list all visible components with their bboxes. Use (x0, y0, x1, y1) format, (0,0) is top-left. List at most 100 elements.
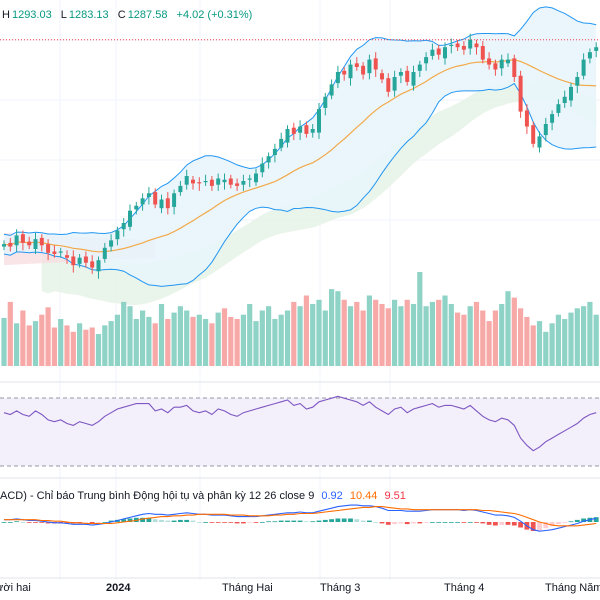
volume-bar (7, 301, 13, 366)
candle-body (159, 199, 164, 209)
bollinger-band-fill (4, 6, 597, 287)
candle-body (310, 129, 315, 133)
candle-body (279, 138, 284, 148)
volume-bar (322, 310, 328, 366)
candle-body (33, 239, 38, 249)
candle-body (52, 251, 57, 254)
macd-histogram-bar (7, 522, 13, 523)
volume-bar (228, 316, 234, 366)
x-tick-label: Tháng 3 (320, 582, 361, 594)
volume-bar (360, 310, 366, 366)
macd-value: 0.92 (321, 490, 343, 502)
macd-histogram-bar (20, 522, 26, 523)
volume-bar (492, 310, 498, 366)
candle-body (411, 72, 416, 86)
candle-body (480, 46, 485, 60)
candle-body (102, 247, 107, 259)
macd-histogram-bar (222, 522, 227, 523)
macd-histogram-bar (234, 522, 240, 524)
volume-bar (417, 272, 423, 366)
volume-bar (543, 331, 549, 366)
candle-body (443, 47, 447, 59)
volume-bar (341, 299, 347, 366)
macd-histogram-bar (316, 520, 322, 522)
volume-bar (165, 319, 171, 366)
volume-bar (587, 301, 593, 366)
macd-histogram-bar (215, 522, 221, 523)
candle-body (46, 244, 51, 253)
macd-histogram-bar (404, 522, 410, 525)
candle-body (90, 261, 95, 268)
x-tick-label: Tháng Hai (222, 582, 273, 594)
macd-histogram-bar (423, 522, 429, 523)
volume-bar (253, 321, 259, 366)
macd-histogram-bar (285, 520, 290, 522)
candle-body (165, 198, 170, 209)
candle-body (556, 104, 561, 113)
volume-bar (108, 321, 114, 366)
x-tick-label: ười hai (0, 582, 31, 594)
volume-pane (1, 272, 599, 367)
macd-line (4, 504, 597, 532)
candle-body (153, 192, 158, 205)
macd-histogram-bar (392, 522, 397, 525)
price-pane (0, 6, 600, 305)
candle-body (506, 59, 510, 64)
volume-bar (1, 317, 7, 366)
macd-histogram-bar (411, 522, 416, 524)
volume-bar (272, 319, 278, 366)
price-legend: H 1293.03 L 1283.13 C 1287.58 +4.02 (+0.31%… (2, 9, 258, 21)
volume-bar (70, 331, 76, 366)
candle-body (83, 256, 88, 263)
candle-body (512, 58, 517, 77)
candle-body (424, 57, 429, 64)
volume-bar (505, 291, 511, 366)
candle-body (172, 193, 177, 207)
volume-bar (373, 299, 379, 366)
macd-histogram-bar (310, 521, 316, 523)
volume-bar (83, 329, 89, 366)
volume-bar (64, 325, 70, 366)
macd-histogram-bar (530, 522, 536, 531)
macd-histogram-bar (442, 522, 448, 523)
macd-histogram-bar (203, 522, 208, 523)
macd-histogram-bar (178, 519, 183, 522)
volume-bar (536, 321, 543, 366)
volume-bar (562, 319, 568, 366)
volume-bar (240, 314, 246, 366)
volume-bar (146, 316, 152, 366)
macd-histogram-bar (360, 520, 366, 522)
macd-histogram-bar (146, 517, 152, 522)
candle-body (342, 70, 347, 75)
volume-bar (524, 316, 530, 366)
candle-body (361, 65, 366, 75)
macd-histogram-bar (322, 519, 328, 522)
candle-body (461, 46, 466, 50)
macd-histogram-bar (159, 519, 164, 522)
candle-body (209, 179, 214, 186)
candle-body (58, 251, 63, 253)
candle-body (216, 178, 221, 185)
candle-body (20, 234, 25, 243)
low-value: 1283.13 (68, 9, 109, 21)
candle-body (235, 183, 240, 186)
volume-bar (89, 327, 95, 366)
volume-bar (518, 308, 524, 366)
volume-bar (410, 304, 417, 366)
candle-body (96, 260, 101, 272)
macd-histogram-bar (171, 520, 177, 522)
candle-body (354, 63, 359, 67)
volume-bar (467, 306, 473, 366)
candle-body (537, 136, 542, 148)
macd-histogram-bar (253, 522, 259, 523)
macd-histogram-bar (140, 517, 145, 522)
candle-body (587, 52, 592, 59)
macd-histogram-bar (581, 518, 586, 522)
candle-body (241, 181, 246, 185)
volume-bar (385, 308, 391, 366)
volume-bar (203, 319, 209, 366)
macd-histogram-bar (297, 520, 303, 522)
volume-bar (335, 291, 341, 366)
volume-bar (499, 304, 505, 366)
